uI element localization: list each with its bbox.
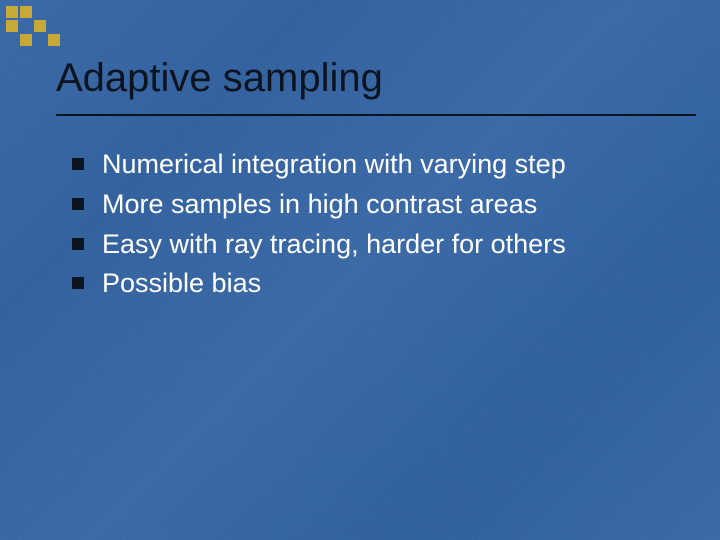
list-item: Numerical integration with varying step [72,148,680,182]
bullet-square-icon [72,238,84,250]
bullet-square-icon [72,198,84,210]
deco-square [48,20,60,32]
list-item: Easy with ray tracing, harder for others [72,228,680,262]
deco-square [20,6,32,18]
bullet-text: Numerical integration with varying step [102,148,566,182]
list-item: More samples in high contrast areas [72,188,680,222]
bullet-square-icon [72,277,84,289]
bullet-text: Possible bias [102,267,261,301]
deco-square [34,34,46,46]
bullet-list: Numerical integration with varying step … [72,148,680,307]
deco-square [6,34,18,46]
deco-square [48,34,60,46]
title-divider [56,114,696,116]
corner-decoration [6,6,60,46]
deco-square [34,6,46,18]
deco-square [6,20,18,32]
deco-square [48,6,60,18]
deco-square [20,34,32,46]
slide-title: Adaptive sampling [56,56,383,101]
bullet-text: More samples in high contrast areas [102,188,537,222]
bullet-square-icon [72,158,84,170]
deco-square [6,6,18,18]
deco-square [34,20,46,32]
deco-square [20,20,32,32]
bullet-text: Easy with ray tracing, harder for others [102,228,566,262]
list-item: Possible bias [72,267,680,301]
